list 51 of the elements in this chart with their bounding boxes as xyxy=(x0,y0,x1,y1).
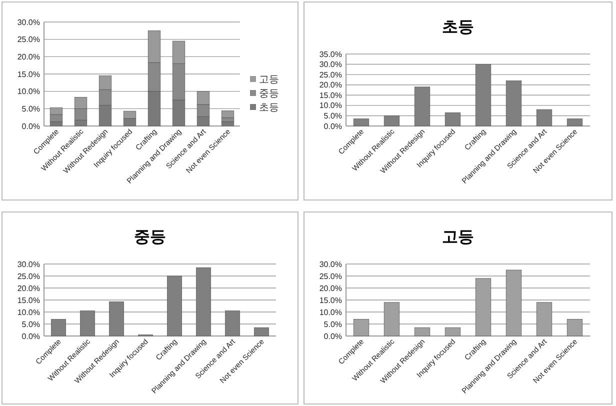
bar xyxy=(353,118,370,126)
y-tick-label: 20.0% xyxy=(319,284,342,293)
y-tick-label: 30.0% xyxy=(319,260,342,269)
bar xyxy=(475,64,492,126)
y-tick-label: 15.0% xyxy=(17,70,40,79)
y-tick-label: 35.0% xyxy=(319,50,342,59)
y-tick-label: 15.0% xyxy=(319,90,342,100)
y-tick-label: 0.0% xyxy=(324,122,342,131)
bar xyxy=(225,310,240,336)
bar xyxy=(384,116,400,126)
y-tick-label: 25.0% xyxy=(319,70,342,80)
y-tick-label: 15.0% xyxy=(17,296,40,305)
y-tick-label: 30.0% xyxy=(17,18,40,27)
y-tick-label: 5.0% xyxy=(324,320,342,329)
bar xyxy=(566,118,583,126)
y-tick-label: 5.0% xyxy=(22,104,40,114)
chart-title: 중등 xyxy=(134,229,166,246)
bar xyxy=(254,327,269,336)
bar xyxy=(221,122,234,126)
chart-title: 고등 xyxy=(442,229,474,246)
y-tick-label: 30.0% xyxy=(17,260,40,269)
y-tick-label: 5.0% xyxy=(324,112,342,121)
y-tick-label: 20.0% xyxy=(17,284,40,293)
y-tick-label: 10.0% xyxy=(17,308,40,317)
y-tick-label: 25.0% xyxy=(319,272,342,281)
y-tick-label: 0.0% xyxy=(324,332,342,341)
bar xyxy=(196,267,211,336)
y-tick-label: 5.0% xyxy=(22,320,40,329)
y-tick-label: 30.0% xyxy=(319,60,342,70)
y-tick-label: 10.0% xyxy=(17,87,40,96)
bar xyxy=(80,310,95,336)
y-tick-label: 0.0% xyxy=(22,122,40,131)
y-tick-label: 25.0% xyxy=(17,35,40,44)
chart-title: 초등 xyxy=(442,19,474,36)
y-tick-label: 20.0% xyxy=(17,52,40,62)
y-tick-label: 15.0% xyxy=(319,296,342,305)
y-tick-label: 10.0% xyxy=(319,308,342,317)
y-tick-label: 20.0% xyxy=(319,80,342,90)
legend-label: 고등 xyxy=(259,74,279,86)
bar xyxy=(506,80,522,126)
bar xyxy=(444,112,461,126)
bar xyxy=(167,276,182,336)
bar xyxy=(51,319,66,336)
bar xyxy=(536,109,552,126)
bar xyxy=(414,86,430,126)
bar xyxy=(109,301,124,336)
y-tick-label: 0.0% xyxy=(22,332,40,341)
y-tick-label: 10.0% xyxy=(319,101,342,110)
legend-label: 중등 xyxy=(259,88,279,100)
y-tick-label: 25.0% xyxy=(17,272,40,281)
legend-label: 초등 xyxy=(259,102,279,114)
